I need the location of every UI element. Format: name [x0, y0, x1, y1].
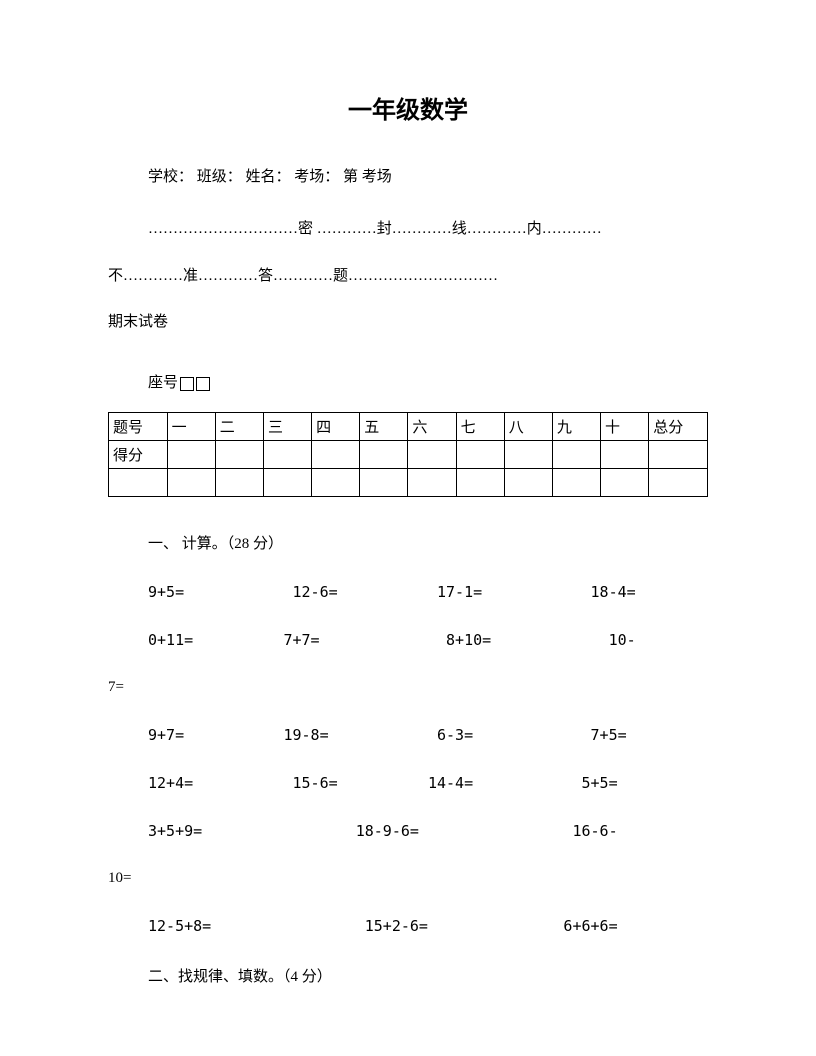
calc-row: 9+5= 12-6= 17-1= 18-4= [148, 583, 708, 601]
score-cell [263, 441, 311, 469]
score-cell [601, 441, 649, 469]
empty-cell [360, 469, 408, 497]
section-1-title: 一、 计算。（28 分） [148, 532, 708, 553]
calc-row: 3+5+9= 18-9-6= 16-6- [148, 822, 708, 840]
seal-line-bottom: 不…………准…………答…………题………………………… [108, 263, 708, 290]
empty-cell [167, 469, 215, 497]
seat-number-row: 座号 [148, 371, 708, 392]
exam-type: 期末试卷 [108, 310, 708, 331]
score-cell [312, 441, 360, 469]
empty-cell [552, 469, 600, 497]
col-1: 一 [167, 413, 215, 441]
empty-cell [504, 469, 552, 497]
score-cell [649, 441, 708, 469]
score-cell [167, 441, 215, 469]
score-cell [360, 441, 408, 469]
empty-cell [649, 469, 708, 497]
col-4: 四 [312, 413, 360, 441]
col-9: 九 [552, 413, 600, 441]
score-cell [504, 441, 552, 469]
score-table: 题号 一 二 三 四 五 六 七 八 九 十 总分 得分 [108, 412, 708, 497]
seat-box-1 [180, 377, 194, 391]
seat-box-2 [196, 377, 210, 391]
table-score-row: 得分 [109, 441, 708, 469]
col-3: 三 [263, 413, 311, 441]
calc-row-wrap: 7= [108, 679, 708, 696]
col-5: 五 [360, 413, 408, 441]
score-label: 得分 [109, 441, 168, 469]
empty-cell [109, 469, 168, 497]
calc-row: 0+11= 7+7= 8+10= 10- [148, 631, 708, 649]
empty-cell [456, 469, 504, 497]
seal-line-top: …………………………密 …………封…………线…………内………… [148, 216, 708, 243]
empty-cell [263, 469, 311, 497]
section-2-title: 二、找规律、填数。（4 分） [148, 965, 708, 986]
col-2: 二 [215, 413, 263, 441]
col-10: 十 [601, 413, 649, 441]
col-total: 总分 [649, 413, 708, 441]
header-label: 题号 [109, 413, 168, 441]
col-8: 八 [504, 413, 552, 441]
empty-cell [312, 469, 360, 497]
page-title: 一年级数学 [108, 90, 708, 125]
table-header-row: 题号 一 二 三 四 五 六 七 八 九 十 总分 [109, 413, 708, 441]
student-info-line: 学校： 班级： 姓名： 考场： 第 考场 [148, 165, 708, 186]
score-cell [215, 441, 263, 469]
empty-cell [408, 469, 456, 497]
score-cell [552, 441, 600, 469]
seat-label: 座号 [148, 375, 178, 391]
calc-row: 12+4= 15-6= 14-4= 5+5= [148, 774, 708, 792]
empty-cell [215, 469, 263, 497]
score-cell [456, 441, 504, 469]
table-empty-row [109, 469, 708, 497]
calc-row: 12-5+8= 15+2-6= 6+6+6= [148, 917, 708, 935]
col-6: 六 [408, 413, 456, 441]
empty-cell [601, 469, 649, 497]
calc-row: 9+7= 19-8= 6-3= 7+5= [148, 726, 708, 744]
calc-row-wrap: 10= [108, 870, 708, 887]
score-cell [408, 441, 456, 469]
col-7: 七 [456, 413, 504, 441]
